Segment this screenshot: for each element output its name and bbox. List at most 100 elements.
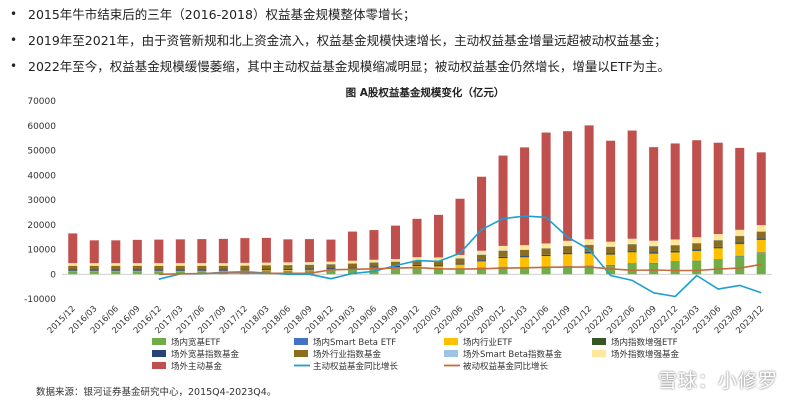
bar-segment xyxy=(692,243,702,250)
bar-segment xyxy=(670,245,680,251)
bullet-item: • 2019年至2021年，由于资管新规和北上资金流入，权益基金规模快速增长，主… xyxy=(10,32,790,49)
y-tick-label: 60000 xyxy=(27,122,56,132)
bar-segment xyxy=(412,260,422,265)
bar-segment xyxy=(433,214,444,258)
bar-segment xyxy=(240,270,250,272)
bar-segment xyxy=(541,243,551,249)
bar-segment xyxy=(649,147,659,241)
bar-segment xyxy=(347,269,357,275)
legend-swatch xyxy=(444,350,458,357)
bar-segment xyxy=(218,269,228,271)
legend-label: 场内指数增强ETF xyxy=(611,337,678,348)
bar-segment xyxy=(197,263,207,266)
bar-segment xyxy=(692,140,702,238)
bar-segment xyxy=(197,265,207,270)
legend-label: 场外行业指数基金 xyxy=(313,349,382,360)
bar-segment xyxy=(89,240,99,264)
y-tick-label: 50000 xyxy=(27,147,56,157)
bar-segment xyxy=(713,259,723,260)
bar-segment xyxy=(347,260,357,264)
bar-segment xyxy=(218,270,228,272)
bar-segment xyxy=(670,143,680,240)
bar-segment xyxy=(154,265,164,270)
bar-segment xyxy=(390,261,401,266)
bar-segment xyxy=(283,265,293,269)
bullet-marker: • xyxy=(10,7,18,21)
bar-segment xyxy=(756,152,766,226)
bar-segment xyxy=(175,239,185,264)
bar-segment xyxy=(649,252,659,254)
bar-segment xyxy=(477,254,487,261)
bar-segment xyxy=(132,271,142,275)
bar-segment xyxy=(197,269,207,271)
bar-segment xyxy=(735,243,745,256)
bullet-text: 2022年至今，权益基金规模缓慢萎缩，其中主动权益基金规模缩减明显；被动权益基金… xyxy=(28,59,671,74)
bar-segment xyxy=(111,263,121,266)
bar-segment xyxy=(692,250,702,261)
bar-segment xyxy=(627,130,637,239)
bullet-text: 2019年至2021年，由于资管新规和北上资金流入，权益基金规模快速增长，主动权… xyxy=(28,33,667,48)
bar-segment xyxy=(111,271,121,275)
bullet-item: • 2015年牛市结束后的三年（2016-2018）权益基金规模整体零增长； xyxy=(10,6,790,23)
bar-segment xyxy=(390,265,401,268)
bar-segment xyxy=(606,254,616,265)
bar-segment xyxy=(498,250,508,257)
bar-segment xyxy=(735,255,745,257)
bar-segment xyxy=(477,260,487,262)
bar-segment xyxy=(326,268,336,270)
bar-segment xyxy=(606,140,616,242)
bar-segment xyxy=(111,270,121,272)
bar-segment xyxy=(304,264,314,269)
bar-segment xyxy=(154,269,164,271)
series-line xyxy=(158,263,762,276)
bar-segment xyxy=(756,231,766,239)
bar-segment xyxy=(283,268,293,271)
bar-segment xyxy=(390,259,401,262)
bar-segment xyxy=(111,240,121,264)
bar-segment xyxy=(627,263,637,275)
bar-segment xyxy=(627,263,637,264)
bar-segment xyxy=(433,260,444,266)
bar-segment xyxy=(756,225,766,232)
bar-segment xyxy=(68,263,78,266)
bar-segment xyxy=(68,233,78,264)
bar-segment xyxy=(584,253,594,266)
bar-segment xyxy=(68,271,78,275)
bar-segment xyxy=(541,267,551,275)
bar-segment xyxy=(649,246,659,253)
y-tick-label: 0 xyxy=(50,270,56,280)
bar-segment xyxy=(261,237,271,263)
bar-segment xyxy=(713,248,723,260)
bar-segment xyxy=(520,147,530,246)
bar-segment xyxy=(175,270,185,272)
bar-segment xyxy=(756,238,766,240)
bar-segment xyxy=(261,270,271,272)
bar-segment xyxy=(627,238,637,244)
bar-segment xyxy=(347,263,357,268)
bar-segment xyxy=(197,239,207,264)
bar-segment xyxy=(304,239,314,263)
y-tick-label: 20000 xyxy=(27,221,56,231)
bar-segment xyxy=(132,265,142,270)
bar-segment xyxy=(670,261,680,275)
source-note: 数据来源：银河证券基金研究中心，2015Q4-2023Q4。 xyxy=(36,387,277,398)
bullet-marker: • xyxy=(10,59,18,73)
bar-segment xyxy=(412,218,422,258)
legend-swatch xyxy=(152,350,166,357)
bar-segment xyxy=(347,231,357,261)
bar-segment xyxy=(240,265,250,270)
bar-segment xyxy=(455,198,465,255)
legend-label: 场内宽基ETF xyxy=(171,337,221,348)
bar-segment xyxy=(606,241,616,247)
bar-segment xyxy=(498,258,508,267)
bar-segment xyxy=(175,269,185,271)
legend-swatch xyxy=(444,338,458,345)
bar-segment xyxy=(498,266,508,268)
bar-segment xyxy=(713,240,723,247)
legend-label: 被动权益基金同比增长 xyxy=(463,361,549,372)
bar-segment xyxy=(584,125,594,240)
legend-label: 场外指数增强基金 xyxy=(611,349,680,360)
bullet-list: • 2015年牛市结束后的三年（2016-2018）权益基金规模整体零增长； •… xyxy=(10,6,790,84)
bar-segment xyxy=(563,266,573,275)
bar-segment xyxy=(369,259,379,263)
